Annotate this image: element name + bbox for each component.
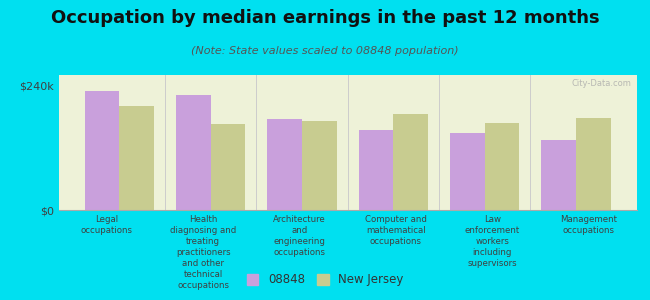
Bar xyxy=(120,106,154,210)
Text: Computer and
mathematical
occupations: Computer and mathematical occupations xyxy=(365,214,427,246)
Bar xyxy=(576,118,611,210)
Text: Legal
occupations: Legal occupations xyxy=(81,214,133,235)
Text: (Note: State values scaled to 08848 population): (Note: State values scaled to 08848 popu… xyxy=(191,46,459,56)
Bar xyxy=(450,133,485,210)
Text: Health
diagnosing and
treating
practitioners
and other
technical
occupations: Health diagnosing and treating practitio… xyxy=(170,214,236,290)
Text: Law
enforcement
workers
including
supervisors: Law enforcement workers including superv… xyxy=(465,214,520,268)
Text: City-Data.com: City-Data.com xyxy=(571,79,631,88)
Bar xyxy=(267,119,302,210)
Bar xyxy=(302,121,337,210)
Text: Occupation by median earnings in the past 12 months: Occupation by median earnings in the pas… xyxy=(51,9,599,27)
Bar xyxy=(393,114,428,210)
Text: Architecture
and
engineering
occupations: Architecture and engineering occupations xyxy=(273,214,326,257)
Bar xyxy=(211,124,246,210)
Bar xyxy=(359,130,393,210)
Text: Management
occupations: Management occupations xyxy=(560,214,617,235)
Bar xyxy=(84,91,120,210)
Bar xyxy=(485,123,519,210)
Bar xyxy=(176,95,211,210)
Bar xyxy=(541,140,576,210)
Legend: 08848, New Jersey: 08848, New Jersey xyxy=(242,269,408,291)
